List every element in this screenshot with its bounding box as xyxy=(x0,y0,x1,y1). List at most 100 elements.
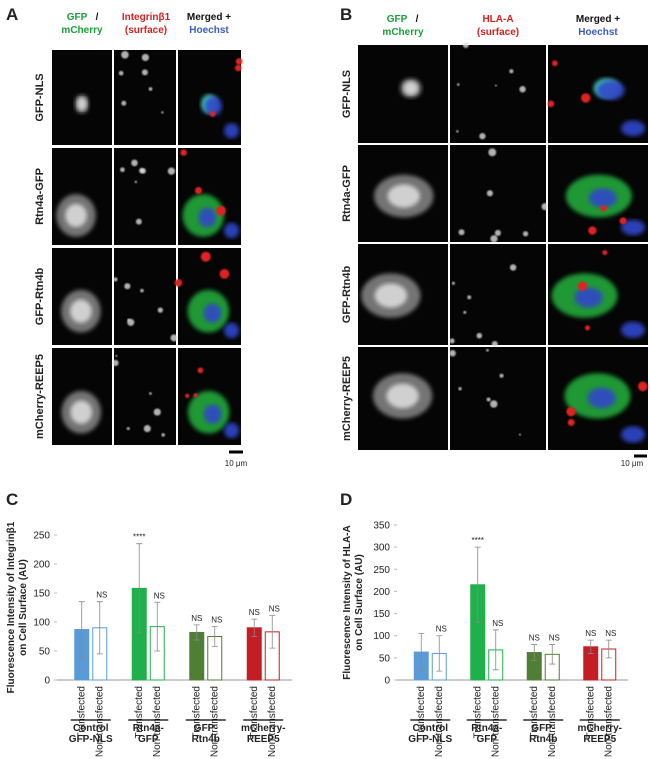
y-tick-label: 200 xyxy=(373,587,390,598)
header: (surface) xyxy=(477,27,519,38)
speckle xyxy=(167,167,176,175)
speckle xyxy=(216,205,226,216)
bar-label: Transfected xyxy=(249,686,260,738)
speckle xyxy=(462,42,469,48)
bar-label: Transfected xyxy=(472,686,483,738)
bar-label: Non-transfected xyxy=(94,686,105,757)
nucleus xyxy=(223,222,240,239)
error-bar xyxy=(154,601,161,652)
speckle xyxy=(131,159,138,167)
cell-signal xyxy=(386,383,419,409)
speckle xyxy=(456,83,460,86)
header: / xyxy=(416,14,419,25)
speckle xyxy=(185,393,190,399)
error-bar xyxy=(251,618,258,637)
group-label: REEP5 xyxy=(247,734,280,745)
speckle xyxy=(541,203,549,211)
error-bar xyxy=(418,633,425,672)
speckle xyxy=(200,251,211,262)
bar-label: Non-transfected xyxy=(267,686,278,757)
error-bar xyxy=(78,601,85,658)
error-bar xyxy=(269,615,276,649)
cell-signal xyxy=(374,283,408,308)
speckle xyxy=(126,427,130,431)
cell-signal xyxy=(77,97,87,111)
header: Merged + xyxy=(187,12,231,23)
y-tick-label: 150 xyxy=(373,609,390,620)
group-label: GFP xyxy=(138,734,159,745)
nucleus xyxy=(203,303,222,323)
speckle xyxy=(547,100,555,108)
speckle xyxy=(174,279,183,287)
significance-label: NS xyxy=(529,634,540,643)
error-bar xyxy=(474,546,481,623)
speckle xyxy=(127,318,135,326)
header: mCherry xyxy=(61,25,103,36)
header: (surface) xyxy=(125,25,167,36)
speckle xyxy=(522,231,529,237)
nucleus xyxy=(223,422,240,439)
nucleus xyxy=(223,322,240,339)
speckle xyxy=(458,229,465,236)
nucleus xyxy=(574,287,603,308)
y-tick-label: 100 xyxy=(373,631,390,642)
micrograph xyxy=(450,145,546,242)
speckle xyxy=(153,408,161,416)
header: HLA-A xyxy=(482,14,513,25)
significance-label: NS xyxy=(585,629,596,638)
group-label: Rtn4a- xyxy=(133,723,164,734)
speckle xyxy=(449,338,455,344)
group-label: mCherry- xyxy=(578,723,622,734)
scale-bar-label: 10 μm xyxy=(621,459,644,468)
significance-label: NS xyxy=(605,629,616,638)
cell-signal xyxy=(387,184,420,208)
speckle xyxy=(456,130,459,133)
micrograph xyxy=(114,148,176,245)
nucleus xyxy=(621,321,645,338)
cell-signal xyxy=(70,400,93,424)
y-axis-label: on Cell Surface (AU) xyxy=(354,554,365,651)
speckle xyxy=(467,295,472,300)
y-tick-label: 0 xyxy=(44,676,50,687)
y-tick-label: 200 xyxy=(33,560,50,571)
speckle xyxy=(509,264,517,271)
row-label: GFP-Rtn4b xyxy=(34,268,46,326)
speckle xyxy=(458,387,462,391)
speckle xyxy=(120,167,125,173)
header: GFP xyxy=(67,12,88,23)
speckle xyxy=(451,281,455,285)
error-bar xyxy=(531,644,538,661)
speckle xyxy=(490,400,498,408)
cell-signal xyxy=(65,203,87,228)
header: mCherry xyxy=(382,27,424,38)
nucleus xyxy=(621,426,645,443)
speckle xyxy=(486,190,494,197)
speckle xyxy=(486,397,491,402)
speckle xyxy=(121,50,129,59)
group-label: Control xyxy=(412,723,448,734)
error-bar xyxy=(549,644,556,665)
group-label: GFP- xyxy=(194,723,218,734)
speckle xyxy=(115,354,118,357)
group-label: Rtn4a- xyxy=(471,723,502,734)
y-tick-label: 100 xyxy=(33,618,50,629)
speckle xyxy=(170,334,178,342)
speckle xyxy=(124,283,131,290)
speckle xyxy=(194,187,202,194)
speckle xyxy=(494,229,501,236)
group-label: REEP5 xyxy=(583,734,616,745)
speckle xyxy=(140,168,146,174)
bar-label: Transfected xyxy=(585,686,596,738)
speckle xyxy=(219,269,230,279)
speckle xyxy=(118,70,124,76)
panel-letter: B xyxy=(340,5,352,24)
significance-label: **** xyxy=(133,533,145,542)
speckle xyxy=(490,235,498,243)
significance-label: NS xyxy=(269,605,280,614)
speckle xyxy=(588,226,597,235)
speckle xyxy=(566,407,576,417)
significance-label: NS xyxy=(154,591,165,600)
row-label: mCherry-REEP5 xyxy=(34,354,46,439)
speckle xyxy=(476,332,483,339)
